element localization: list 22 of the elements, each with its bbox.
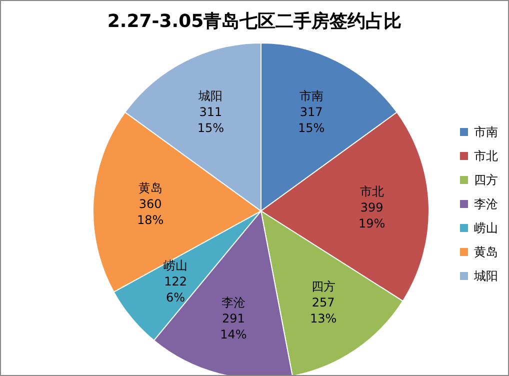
legend-label: 黄岛 [474,244,498,260]
data-label: 360 18% [137,197,164,228]
legend-label: 崂山 [474,220,498,236]
legend-label: 四方 [474,172,498,188]
slice-label: 城阳 [198,89,223,104]
data-label: 291 14% [220,311,247,342]
legend-label: 李沧 [474,196,498,212]
slice-label: 四方 [311,280,336,294]
slice-label: 市北 [360,184,384,199]
data-label: 317 15% [298,105,325,136]
chart-title: 2.27-3.05青岛七区二手房签约占比 [106,10,403,33]
slice-label: 黄岛 [138,181,162,196]
legend-label: 市北 [474,148,498,164]
data-label: 399 19% [358,200,386,231]
data-label: 311 15% [197,105,224,136]
data-label: 257 13% [310,296,337,326]
legend-label: 市南 [474,124,498,140]
slice-label: 市南 [299,89,324,104]
slice-label: 李沧 [221,295,246,310]
legend-label: 城阳 [474,268,498,284]
data-label: 122 6% [164,274,188,305]
slice-label: 崂山 [164,258,188,273]
